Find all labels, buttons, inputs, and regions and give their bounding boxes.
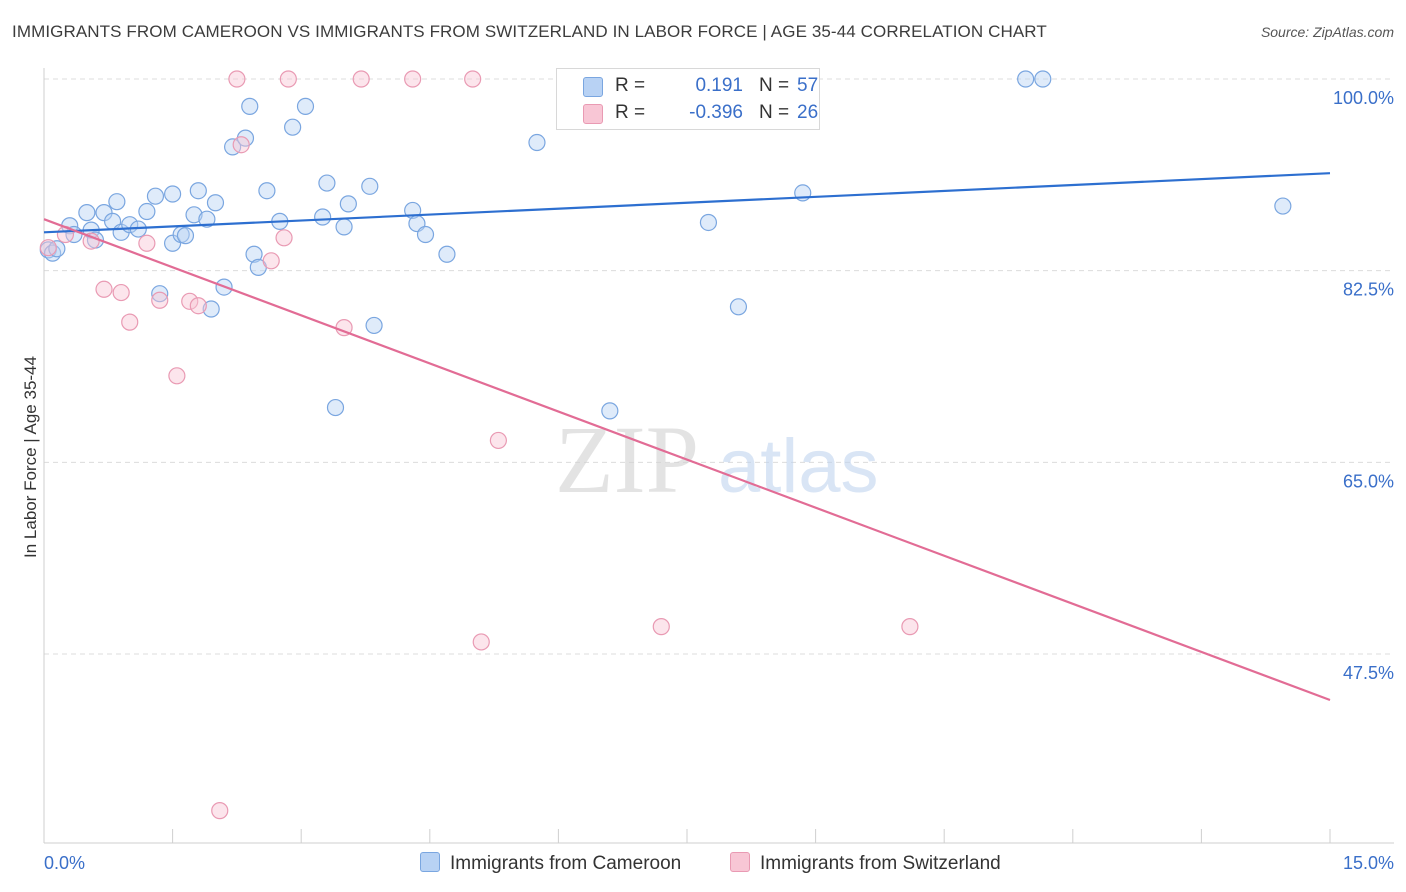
point-cameroon	[95, 204, 113, 222]
correlation-legend: R = 0.191 N = 57 R = -0.396 N = 26	[556, 68, 820, 130]
point-cameroon	[185, 206, 203, 224]
point-cameroon	[146, 187, 165, 205]
x-tick-label-max: 15.0%	[1343, 853, 1394, 873]
point-switzerland	[112, 283, 130, 302]
point-cameroon	[48, 240, 66, 258]
data-points	[39, 70, 1292, 820]
point-cameroon	[138, 202, 156, 221]
point-switzerland	[121, 313, 139, 331]
point-switzerland	[489, 431, 507, 450]
y-tick-label: 100.0%	[1333, 88, 1394, 108]
point-cameroon	[258, 182, 276, 200]
series-label-switzerland: Immigrants from Switzerland	[760, 853, 1001, 874]
y-tick-label: 65.0%	[1343, 471, 1394, 491]
point-switzerland	[404, 70, 422, 88]
point-cameroon	[335, 218, 353, 236]
grid-lines	[44, 78, 1394, 655]
point-switzerland	[82, 232, 100, 250]
point-cameroon	[202, 300, 220, 318]
point-cameroon	[326, 398, 345, 417]
point-cameroon	[416, 225, 435, 244]
point-cameroon	[245, 245, 263, 263]
point-cameroon	[339, 195, 357, 213]
point-switzerland	[228, 70, 246, 88]
x-tick-label-min: 0.0%	[44, 853, 85, 873]
point-cameroon	[78, 204, 96, 222]
chart-title: IMMIGRANTS FROM CAMEROON VS IMMIGRANTS F…	[12, 22, 1047, 41]
point-cameroon	[164, 234, 182, 252]
legend-r-label: R =	[615, 75, 646, 96]
point-switzerland	[138, 234, 156, 252]
point-switzerland	[262, 252, 280, 270]
point-switzerland	[181, 292, 199, 310]
point-cameroon	[151, 285, 169, 303]
point-cameroon	[699, 213, 718, 232]
point-switzerland	[95, 280, 113, 298]
point-switzerland	[232, 136, 250, 154]
legend-n-label: N =	[759, 102, 790, 123]
trend-line-switzerland	[43, 218, 1331, 702]
point-switzerland	[189, 297, 207, 315]
legend-n-value: 26	[797, 102, 819, 123]
point-cameroon	[361, 177, 379, 195]
point-cameroon	[601, 402, 619, 420]
series-label-cameroon: Immigrants from Cameroon	[450, 853, 682, 874]
legend-swatch-cameroon	[583, 77, 603, 97]
point-cameroon	[318, 174, 336, 192]
series-swatch-switzerland	[730, 852, 750, 872]
point-cameroon	[296, 97, 315, 115]
y-tick-label: 82.5%	[1343, 280, 1394, 300]
point-switzerland	[275, 229, 293, 247]
point-switzerland	[901, 618, 919, 636]
y-tick-label: 47.5%	[1343, 663, 1394, 683]
point-switzerland	[168, 367, 186, 385]
point-switzerland	[39, 239, 57, 257]
trend-line-cameroon	[43, 172, 1331, 234]
series-legend-switzerland: Immigrants from Switzerland	[730, 852, 1001, 875]
point-cameroon	[284, 118, 302, 136]
point-switzerland	[151, 291, 169, 309]
point-switzerland	[211, 802, 229, 820]
y-axis-label: In Labor Force | Age 35-44	[21, 356, 40, 558]
legend-n-value: 57	[797, 75, 819, 96]
point-cameroon	[1274, 197, 1292, 215]
point-cameroon	[438, 245, 456, 263]
point-cameroon	[206, 194, 225, 212]
trend-lines	[43, 172, 1331, 702]
tick-labels: 100.0% 82.5% 65.0% 47.5% 0.0% 15.0%	[44, 88, 1394, 873]
point-cameroon	[108, 193, 126, 211]
point-cameroon	[729, 298, 748, 316]
point-cameroon	[198, 210, 216, 228]
point-switzerland	[352, 70, 370, 88]
point-cameroon	[528, 133, 546, 152]
legend-n-label: N =	[759, 75, 790, 96]
watermark-atlas: atlas	[718, 424, 879, 509]
point-cameroon	[164, 185, 182, 203]
series-legend-cameroon: Immigrants from Cameroon	[420, 852, 681, 875]
point-switzerland	[652, 618, 670, 636]
legend-swatch-switzerland	[583, 104, 603, 124]
point-switzerland	[279, 70, 297, 88]
watermark: ZIP atlas	[555, 406, 879, 513]
legend-r-value: 0.191	[695, 75, 743, 96]
point-cameroon	[1034, 70, 1052, 88]
point-cameroon	[1017, 70, 1035, 88]
point-switzerland	[472, 633, 490, 651]
point-cameroon	[365, 316, 383, 335]
point-cameroon	[176, 227, 195, 245]
point-cameroon	[241, 97, 259, 115]
axes	[43, 68, 1394, 844]
chart-source: Source: ZipAtlas.com	[1260, 24, 1394, 40]
watermark-zip: ZIP	[555, 406, 699, 513]
point-cameroon	[314, 208, 332, 226]
legend-r-value: -0.396	[689, 102, 743, 123]
series-swatch-cameroon	[420, 852, 440, 872]
legend-r-label: R =	[615, 102, 646, 123]
point-cameroon	[189, 182, 207, 200]
point-switzerland	[464, 70, 482, 88]
